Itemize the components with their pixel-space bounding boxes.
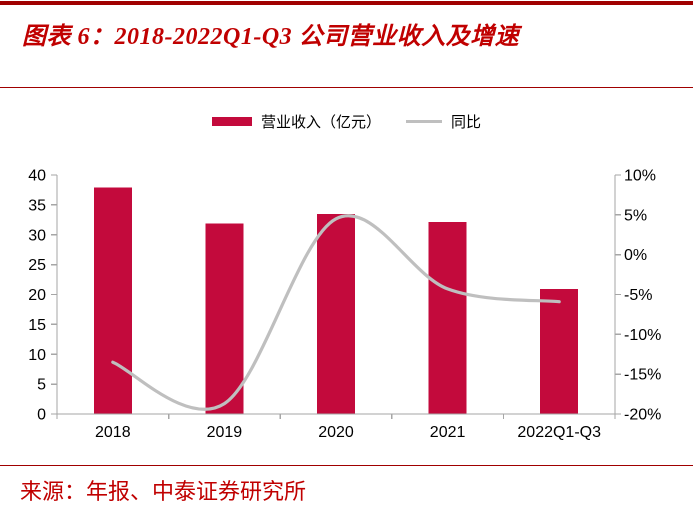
source-note: 来源：年报、中泰证券研究所 bbox=[20, 479, 307, 504]
bar-2018 bbox=[93, 187, 132, 414]
x-axis-category-label: 2019 bbox=[207, 424, 243, 441]
legend-line-swatch bbox=[406, 119, 442, 123]
right-axis-tick-label: 0% bbox=[624, 247, 647, 264]
x-axis-category-label: 2020 bbox=[318, 424, 354, 441]
left-axis-tick-label: 0 bbox=[37, 407, 46, 424]
left-axis-tick-label: 10 bbox=[28, 347, 46, 364]
yoy-trend-line bbox=[111, 214, 561, 411]
x-axis-category-label: 2021 bbox=[430, 424, 466, 441]
chart-legend: 营业收入（亿元） 同比 bbox=[0, 110, 693, 132]
left-axis-tick-label: 25 bbox=[28, 257, 46, 274]
bar-2021 bbox=[428, 222, 467, 414]
right-axis-tick-label: -5% bbox=[624, 287, 652, 304]
bar-2020 bbox=[317, 213, 355, 414]
left-axis-tick-label: 20 bbox=[28, 287, 46, 304]
footer-divider bbox=[0, 465, 693, 466]
right-axis-tick-label: -20% bbox=[624, 407, 661, 424]
left-axis-tick-label: 40 bbox=[28, 168, 46, 185]
right-axis-tick-label: 10% bbox=[624, 168, 656, 185]
bar-2019 bbox=[205, 223, 244, 414]
right-axis-tick-label: -15% bbox=[624, 367, 661, 384]
left-axis-tick-label: 30 bbox=[28, 227, 46, 244]
top-rule bbox=[0, 1, 693, 5]
legend-bar-swatch bbox=[211, 116, 252, 126]
x-axis-category-label: 2018 bbox=[95, 424, 131, 441]
left-axis-tick-label: 35 bbox=[28, 197, 46, 214]
right-axis-tick-label: 5% bbox=[624, 207, 647, 224]
x-axis-category-label: 2022Q1-Q3 bbox=[517, 424, 601, 441]
right-axis-tick-label: -10% bbox=[624, 327, 661, 344]
legend-line-label: 同比 bbox=[451, 114, 482, 131]
legend-bar-label: 营业收入（亿元） bbox=[260, 114, 381, 131]
bar-2022Q1-Q3 bbox=[540, 289, 579, 414]
figure-title: 图表 6：2018-2022Q1-Q3 公司营业收入及增速 bbox=[22, 24, 520, 50]
header-divider bbox=[0, 87, 693, 88]
left-axis-tick-label: 5 bbox=[37, 377, 46, 394]
left-axis-tick-label: 15 bbox=[28, 317, 46, 334]
